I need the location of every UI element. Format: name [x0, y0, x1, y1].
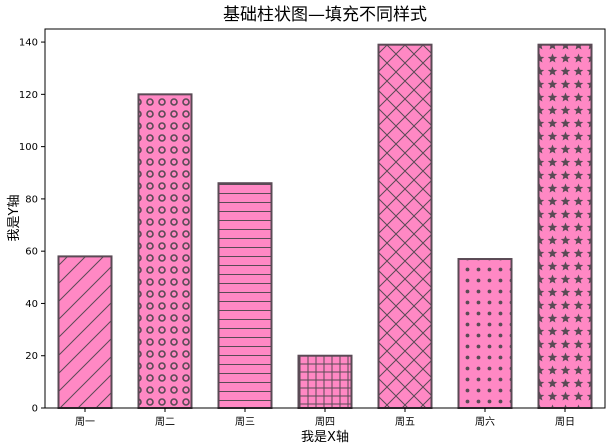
bars-group: [57, 43, 593, 410]
y-tick-label-6: 120: [19, 90, 38, 101]
y-tick-label-4: 80: [25, 194, 38, 205]
bar-3: [217, 182, 273, 409]
x-tick-label-6: 周六: [475, 416, 495, 428]
y-tick-label-3: 60: [25, 247, 38, 258]
axes-group: [44, 28, 606, 409]
bar-6: [457, 258, 513, 409]
chart-title: 基础柱状图—填充不同样式: [223, 5, 427, 25]
x-tick-label-2: 周二: [155, 416, 175, 428]
x-axis-label: 我是X轴: [301, 430, 349, 445]
bar-1: [57, 255, 113, 409]
ticks-group: 周一 周二 周三 周四 周五 周六 周日 0 20 40 60 80 100 120 140: [19, 38, 575, 428]
y-tick-label-5: 100: [19, 142, 38, 153]
bar-4: [297, 354, 353, 410]
bar-2: [137, 93, 193, 410]
x-tick-label-5: 周五: [395, 416, 415, 428]
bar-5: [377, 43, 433, 409]
y-axis-label: 我是Y轴: [7, 195, 22, 242]
y-tick-label-0: 0: [32, 404, 38, 415]
x-tick-label-1: 周一: [75, 416, 95, 428]
x-tick-label-3: 周三: [235, 416, 255, 428]
plot-frame: [44, 28, 606, 409]
x-tick-label-4: 周四: [315, 416, 335, 428]
y-tick-label-1: 20: [25, 351, 38, 362]
y-tick-label-2: 40: [25, 299, 38, 310]
y-tick-label-7: 140: [19, 38, 38, 49]
bar-7: [537, 43, 593, 409]
x-tick-label-7: 周日: [555, 416, 575, 428]
